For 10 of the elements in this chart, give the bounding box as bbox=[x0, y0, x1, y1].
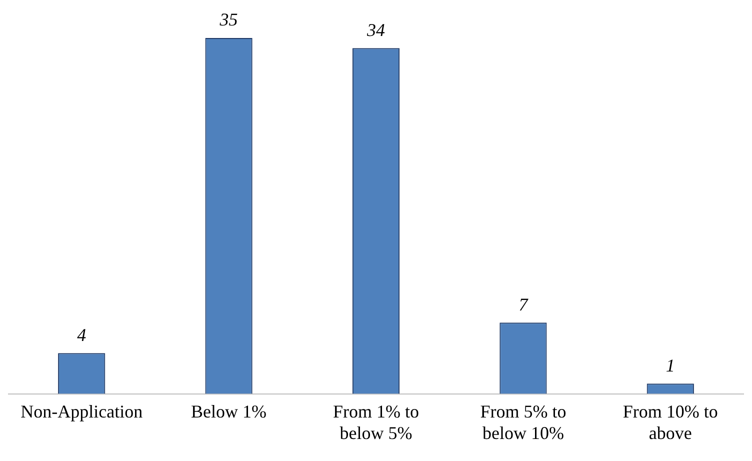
data-label: 35 bbox=[218, 10, 238, 30]
data-label: 4 bbox=[77, 324, 86, 345]
x-tick-label: Below 1% bbox=[191, 401, 267, 422]
data-label: 1 bbox=[666, 355, 675, 376]
data-label: 34 bbox=[366, 20, 385, 40]
x-tick-label: From 1% to below 5% bbox=[332, 401, 420, 443]
x-tick-label: From 5% to below 10% bbox=[480, 401, 566, 443]
x-tick-label: From 10% to above bbox=[622, 401, 718, 443]
data-label: 7 bbox=[518, 294, 529, 314]
x-tick-label: Non-Application bbox=[20, 401, 143, 422]
